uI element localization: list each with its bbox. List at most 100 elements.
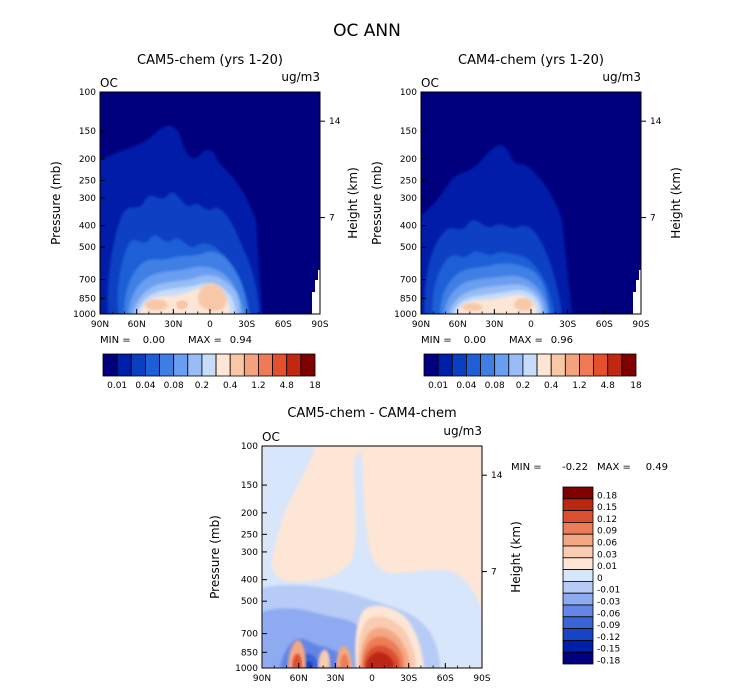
min-label: MIN = [421, 335, 452, 346]
variable-label: OC [100, 76, 118, 90]
colorbar-label: -0.01 [597, 586, 620, 596]
y-tick-label: 1000 [394, 310, 417, 320]
colorbar-swatch [465, 353, 481, 377]
colorbar-swatch [144, 353, 160, 377]
colorbar-swatch [562, 557, 594, 570]
colorbar-swatch [621, 353, 637, 377]
colorbar-label: 18 [309, 381, 321, 391]
colorbar-label: 1.2 [572, 381, 586, 391]
x-tick-label: 0 [528, 320, 534, 330]
colorbar-label: 0.2 [195, 381, 209, 391]
x-tick-label: 30S [559, 320, 576, 330]
colorbar-label: 0.08 [164, 381, 184, 391]
right-tick-label: 7 [650, 214, 656, 224]
max-value: 0.49 [646, 462, 668, 473]
y-tick-label: 850 [79, 294, 96, 304]
y-tick-label: 300 [400, 194, 417, 204]
colorbar-label: 0.15 [597, 503, 617, 513]
x-tick-label: 30S [238, 320, 255, 330]
colorbar-swatch [494, 353, 510, 377]
colorbar-swatch [451, 353, 467, 377]
y-tick-label: 700 [400, 276, 417, 286]
colorbar-label: -0.15 [597, 645, 620, 655]
min-label: MIN = [511, 462, 542, 473]
colorbar-swatch [562, 604, 594, 618]
x-ticks: 90N 60N 30N 0 30S 60S 90S [412, 309, 650, 330]
colorbar-swatch [562, 545, 594, 559]
max-value: 0.96 [551, 335, 573, 346]
colorbar-swatch [536, 353, 552, 377]
y-axis-label: Pressure (mb) [370, 161, 384, 245]
colorbar-swatch [480, 353, 496, 377]
colorbar-swatch [215, 353, 231, 377]
y-tick-label: 1000 [73, 310, 96, 320]
panel-title: CAM5-chem (yrs 1-20) [137, 53, 283, 68]
colorbar-swatch [562, 533, 594, 547]
contour-field [100, 92, 320, 314]
y-axis-label: Pressure (mb) [208, 515, 222, 599]
y-tick-label: 250 [241, 530, 258, 540]
colorbar-swatch [300, 353, 316, 377]
colorbar-swatch [562, 498, 594, 511]
y-tick-label: 100 [79, 88, 96, 98]
colorbar-label: 0.4 [223, 381, 238, 391]
x-tick-label: 60N [290, 674, 308, 684]
colorbar-label: 0.09 [597, 527, 617, 537]
right-tick-label: 14 [329, 117, 341, 127]
units-label: ug/m3 [281, 70, 320, 84]
colorbar-swatch [187, 353, 203, 377]
y-axis-label-right: Height (km) [669, 167, 683, 238]
colorbar-label: -0.06 [597, 609, 621, 619]
contour-level-10 [198, 283, 227, 311]
colorbar-label: 0.4 [544, 381, 559, 391]
max-label: MAX = [597, 462, 631, 473]
contour-positive-left-core [292, 653, 302, 668]
y-tick-label: 200 [79, 155, 96, 165]
right-ticks: 14 7 [482, 471, 503, 578]
colorbar-swatch [102, 353, 118, 377]
colorbar-swatch [130, 353, 146, 377]
colorbar-swatch [550, 353, 566, 377]
colorbar-label: -0.09 [597, 621, 621, 631]
y-tick-label: 250 [79, 176, 96, 186]
contour-positive-mid-core [340, 654, 349, 668]
x-tick-label: 30S [400, 674, 417, 684]
x-tick-label: 90S [473, 674, 490, 684]
colorbar-swatch [562, 616, 594, 629]
colorbar-swatch [286, 353, 302, 377]
colorbar-swatch [508, 353, 524, 377]
panel-difference: CAM5-chem - CAM4-chem OC ug/m3 Pressure … [208, 406, 668, 684]
y-axis-label-right: Height (km) [509, 521, 523, 592]
y-tick-label: 300 [241, 548, 258, 558]
colorbar-swatch [437, 353, 453, 377]
colorbar-swatch [173, 353, 189, 377]
panel-title: CAM5-chem - CAM4-chem [287, 406, 456, 421]
max-label: MAX = [509, 335, 543, 346]
y-tick-label: 500 [79, 243, 96, 253]
y-tick-label: 400 [400, 222, 417, 232]
y-tick-label: 500 [400, 243, 417, 253]
colorbar-swatch [562, 628, 594, 641]
x-ticks: 90N 60N 30N 0 30S 60S 90S [91, 309, 329, 330]
min-value: 0.00 [143, 335, 165, 346]
contour-level-10b [144, 299, 168, 311]
colorbar-label: 0.06 [597, 539, 617, 549]
y-tick-label: 100 [400, 88, 417, 98]
colorbar-label: 0.2 [516, 381, 530, 391]
colorbar-swatch [423, 353, 439, 377]
colorbar-label: 4.8 [280, 381, 295, 391]
x-tick-label: 90S [311, 320, 328, 330]
contour-field [421, 92, 641, 314]
contour-level-10b [462, 303, 483, 311]
panel-cam5: CAM5-chem (yrs 1-20) OC ug/m3 Pressure (… [49, 53, 360, 391]
y-axis-label: Pressure (mb) [49, 161, 63, 245]
x-tick-label: 90N [412, 320, 430, 330]
colorbar: 0.180.150.120.090.060.030.010-0.01-0.03-… [562, 486, 621, 667]
variable-label: OC [262, 430, 280, 444]
panel-title: CAM4-chem (yrs 1-20) [458, 53, 604, 68]
y-tick-label: 250 [400, 176, 417, 186]
colorbar-label: 4.8 [601, 381, 616, 391]
colorbar-label: -0.03 [597, 598, 620, 608]
x-tick-label: 60S [437, 674, 454, 684]
